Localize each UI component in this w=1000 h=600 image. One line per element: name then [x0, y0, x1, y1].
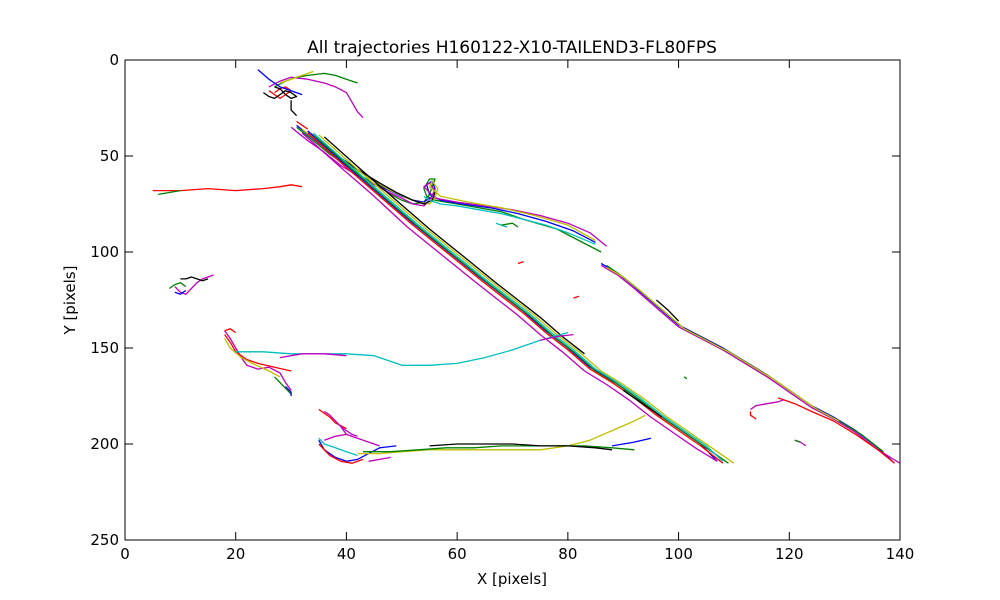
trajectory-line-13 — [622, 389, 663, 418]
x-tick-label: 60 — [448, 545, 467, 563]
y-tick-label: 150 — [90, 339, 119, 357]
trajectory-line-2 — [290, 126, 608, 247]
trajectory-line-56 — [749, 411, 757, 420]
trajectory-line-36 — [224, 338, 281, 378]
trajectory-line-39 — [224, 328, 237, 334]
y-tick-label: 50 — [100, 147, 119, 165]
trajectory-line-22 — [268, 86, 292, 100]
trajectory-line-50 — [357, 414, 646, 455]
x-tick-label: 100 — [664, 545, 693, 563]
trajectory-line-60 — [573, 295, 580, 299]
trajectory-line-30 — [174, 274, 214, 295]
y-tick-label: 0 — [109, 51, 119, 69]
trajectory-line-1 — [296, 124, 596, 243]
y-axis: 0 50 100 150 200 250 — [90, 51, 900, 549]
trajectory-line-58 — [794, 439, 801, 443]
trajectory-line-4 — [307, 130, 436, 205]
y-tick-label: 250 — [90, 531, 119, 549]
trajectory-line-15 — [600, 264, 900, 464]
trajectory-line-35 — [224, 334, 292, 372]
y-tick-label: 200 — [90, 435, 119, 453]
x-tick-label: 120 — [775, 545, 804, 563]
trajectory-line-61 — [517, 260, 524, 265]
trajectory-line-59 — [683, 376, 688, 380]
trajectory-line-0 — [296, 126, 602, 253]
trajectory-line-45 — [318, 437, 358, 457]
trajectory-line-34 — [224, 330, 292, 391]
trajectory-line-27 — [296, 120, 309, 130]
trajectory-line-33 — [174, 289, 187, 295]
trajectory-line-51 — [363, 445, 635, 453]
trajectory-line-63 — [501, 222, 519, 228]
trajectory-line-18 — [777, 397, 895, 464]
trajectory-line-11 — [318, 134, 735, 464]
trajectory-line-20 — [268, 76, 364, 119]
trajectory-line-31 — [168, 282, 187, 290]
trajectory-line-23 — [263, 86, 298, 100]
trajectory-line-24 — [290, 100, 298, 117]
trajectory-line-5 — [423, 195, 596, 245]
trajectory-line-9 — [301, 132, 718, 462]
plot-area-frame — [124, 59, 901, 541]
trajectory-line-25 — [279, 70, 314, 84]
series-layer — [152, 69, 900, 464]
trajectory-line-42 — [540, 333, 574, 341]
y-axis-label: Y [pixels] — [61, 266, 79, 336]
x-tick-label: 140 — [886, 545, 915, 563]
trajectory-line-12 — [323, 136, 585, 355]
x-axis-label: X [pixels] — [477, 570, 547, 588]
trajectory-line-54 — [368, 456, 391, 462]
trajectory-line-44 — [318, 443, 364, 464]
x-tick-label: 0 — [120, 545, 130, 563]
trajectory-line-28 — [152, 184, 303, 192]
trajectory-line-41 — [279, 353, 347, 359]
trajectory-line-7 — [312, 134, 729, 464]
trajectory-line-38 — [285, 385, 292, 396]
chart-title: All trajectories H160122-X10-TAILEND3-FL… — [307, 38, 717, 58]
y-tick-label: 100 — [90, 243, 119, 261]
x-tick-label: 80 — [558, 545, 577, 563]
x-tick-label: 40 — [337, 545, 356, 563]
trajectory-line-37 — [274, 376, 292, 395]
trajectory-line-19 — [655, 299, 680, 322]
x-tick-label: 20 — [226, 545, 245, 563]
trajectory-line-8 — [307, 132, 724, 464]
trajectory-line-32 — [180, 276, 209, 282]
trajectory-line-46 — [324, 433, 380, 447]
trajectory-line-48 — [323, 410, 347, 435]
x-axis: 0 20 40 60 80 100 120 140 — [120, 60, 914, 563]
trajectory-line-26 — [257, 69, 303, 96]
trajectory-line-49 — [340, 426, 358, 437]
trajectory-line-10 — [312, 132, 724, 462]
trajectory-line-40 — [235, 331, 569, 366]
trajectory-line-17 — [606, 266, 840, 422]
trajectory-line-55 — [750, 399, 785, 410]
trajectory-line-29 — [158, 189, 181, 196]
trajectory-line-52 — [429, 443, 613, 451]
trajectory-line-53 — [611, 437, 652, 447]
